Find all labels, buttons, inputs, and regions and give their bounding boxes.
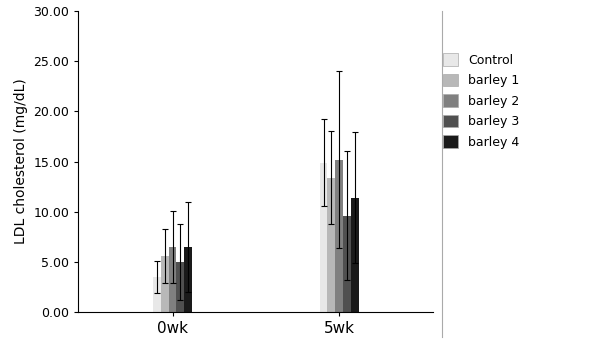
Bar xyxy=(169,247,176,312)
Bar xyxy=(153,277,161,312)
Bar xyxy=(335,159,343,312)
Bar xyxy=(343,216,351,312)
Bar xyxy=(351,198,359,312)
Bar xyxy=(320,163,327,312)
Legend: Control, barley 1, barley 2, barley 3, barley 4: Control, barley 1, barley 2, barley 3, b… xyxy=(443,53,520,149)
Bar xyxy=(176,262,184,312)
Bar xyxy=(327,178,335,312)
Bar xyxy=(161,256,169,312)
Bar xyxy=(184,247,192,312)
Y-axis label: LDL cholesterol (mg/dL): LDL cholesterol (mg/dL) xyxy=(14,79,28,244)
